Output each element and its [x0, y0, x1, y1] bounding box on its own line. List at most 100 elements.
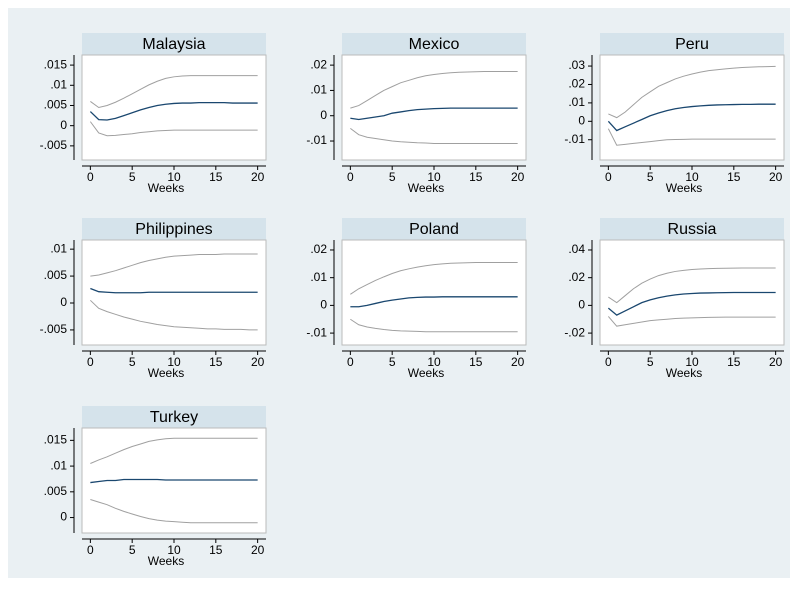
series-line	[350, 127, 518, 145]
y-tick-label: 0	[578, 113, 585, 127]
y-tick-label: 0	[320, 108, 327, 122]
panel-title: Mexico	[409, 36, 460, 53]
series-line	[608, 65, 776, 119]
x-tick-label: 10	[427, 355, 441, 369]
x-tick-label: 20	[769, 170, 783, 184]
title-bar	[342, 33, 526, 55]
series-line	[607, 103, 776, 132]
series-line	[90, 299, 258, 331]
x-tick-label: 0	[87, 355, 94, 369]
x-tick-label: 15	[209, 355, 223, 369]
x-tick-label: 5	[129, 355, 136, 369]
x-tick-label: 20	[511, 355, 525, 369]
y-tick-label: 0	[578, 298, 585, 312]
y-tick-label: .005	[44, 268, 68, 282]
x-tick-label: 20	[251, 170, 265, 184]
x-tick-label: 10	[167, 543, 181, 557]
y-tick-label: 0	[60, 118, 67, 132]
series-line	[350, 318, 518, 333]
x-tick-label: 0	[605, 355, 612, 369]
series-line	[607, 291, 776, 316]
series-line	[90, 287, 258, 294]
series-line	[90, 437, 258, 464]
x-tick-label: 15	[469, 170, 483, 184]
x-tick-label: 20	[251, 543, 265, 557]
x-tick-label: 15	[727, 170, 741, 184]
x-axis-label: Weeks	[148, 181, 184, 195]
y-tick-label: .02	[568, 270, 585, 284]
x-tick-label: 15	[209, 170, 223, 184]
y-tick-label: -.02	[564, 325, 585, 339]
y-tick-label: 0	[320, 298, 327, 312]
x-tick-label: 5	[647, 355, 654, 369]
series-line	[90, 478, 258, 484]
x-tick-label: 15	[727, 355, 741, 369]
y-tick-label: .005	[44, 98, 68, 112]
y-tick-label: .01	[50, 241, 67, 255]
title-bar	[600, 33, 784, 55]
panel-title: Malaysia	[142, 36, 205, 53]
x-axis-label: Weeks	[148, 554, 184, 568]
x-tick-label: 0	[87, 170, 94, 184]
y-tick-label: .01	[50, 77, 67, 91]
x-tick-label: 0	[87, 543, 94, 557]
panel-title: Poland	[409, 221, 459, 238]
y-tick-label: .01	[310, 270, 327, 284]
y-tick-label: -.005	[40, 322, 68, 336]
x-tick-label: 20	[511, 170, 525, 184]
y-tick-label: 0	[60, 510, 67, 524]
series-line	[89, 102, 258, 121]
series-line	[608, 267, 776, 304]
x-tick-label: 10	[167, 355, 181, 369]
series-line	[89, 121, 258, 137]
series-line	[350, 261, 518, 295]
x-tick-label: 10	[685, 170, 699, 184]
y-tick-label: .015	[44, 57, 68, 71]
y-tick-label: .04	[568, 242, 585, 256]
title-bar	[82, 406, 266, 428]
series-line	[350, 70, 518, 109]
y-tick-label: -.005	[40, 138, 68, 152]
y-tick-label: -.01	[306, 133, 327, 147]
panel-title: Philippines	[135, 221, 212, 238]
x-tick-label: 5	[129, 170, 136, 184]
title-bar	[82, 218, 266, 240]
y-tick-label: .02	[310, 57, 327, 71]
y-tick-label: 0	[60, 295, 67, 309]
x-tick-label: 20	[251, 355, 265, 369]
x-tick-label: 10	[427, 170, 441, 184]
y-tick-label: -.01	[306, 325, 327, 339]
y-tick-label: -.01	[564, 132, 585, 146]
x-tick-label: 5	[129, 543, 136, 557]
x-tick-label: 10	[167, 170, 181, 184]
plot-area	[81, 54, 267, 161]
panel-title: Peru	[675, 36, 709, 53]
y-tick-label: .005	[44, 484, 68, 498]
y-tick-label: .01	[310, 83, 327, 97]
panel-title: Russia	[668, 221, 717, 238]
x-tick-label: 0	[347, 355, 354, 369]
y-tick-label: .01	[50, 458, 67, 472]
title-bar	[600, 218, 784, 240]
x-tick-label: 10	[685, 355, 699, 369]
x-tick-label: 15	[469, 355, 483, 369]
x-tick-label: 5	[389, 355, 396, 369]
series-line	[350, 296, 518, 308]
panel-title: Turkey	[150, 409, 198, 426]
plot-area	[341, 239, 527, 346]
series-line	[90, 253, 258, 277]
series-line	[90, 499, 258, 524]
title-bar	[82, 33, 266, 55]
title-bar	[342, 218, 526, 240]
x-tick-label: 15	[209, 543, 223, 557]
y-tick-label: .015	[44, 433, 68, 447]
x-axis-label: Weeks	[666, 366, 702, 380]
y-tick-label: .01	[568, 95, 585, 109]
x-axis-label: Weeks	[148, 366, 184, 380]
x-tick-label: 5	[647, 170, 654, 184]
x-tick-label: 5	[389, 170, 396, 184]
y-tick-label: .02	[568, 77, 585, 91]
series-line	[350, 107, 518, 121]
x-tick-label: 20	[769, 355, 783, 369]
